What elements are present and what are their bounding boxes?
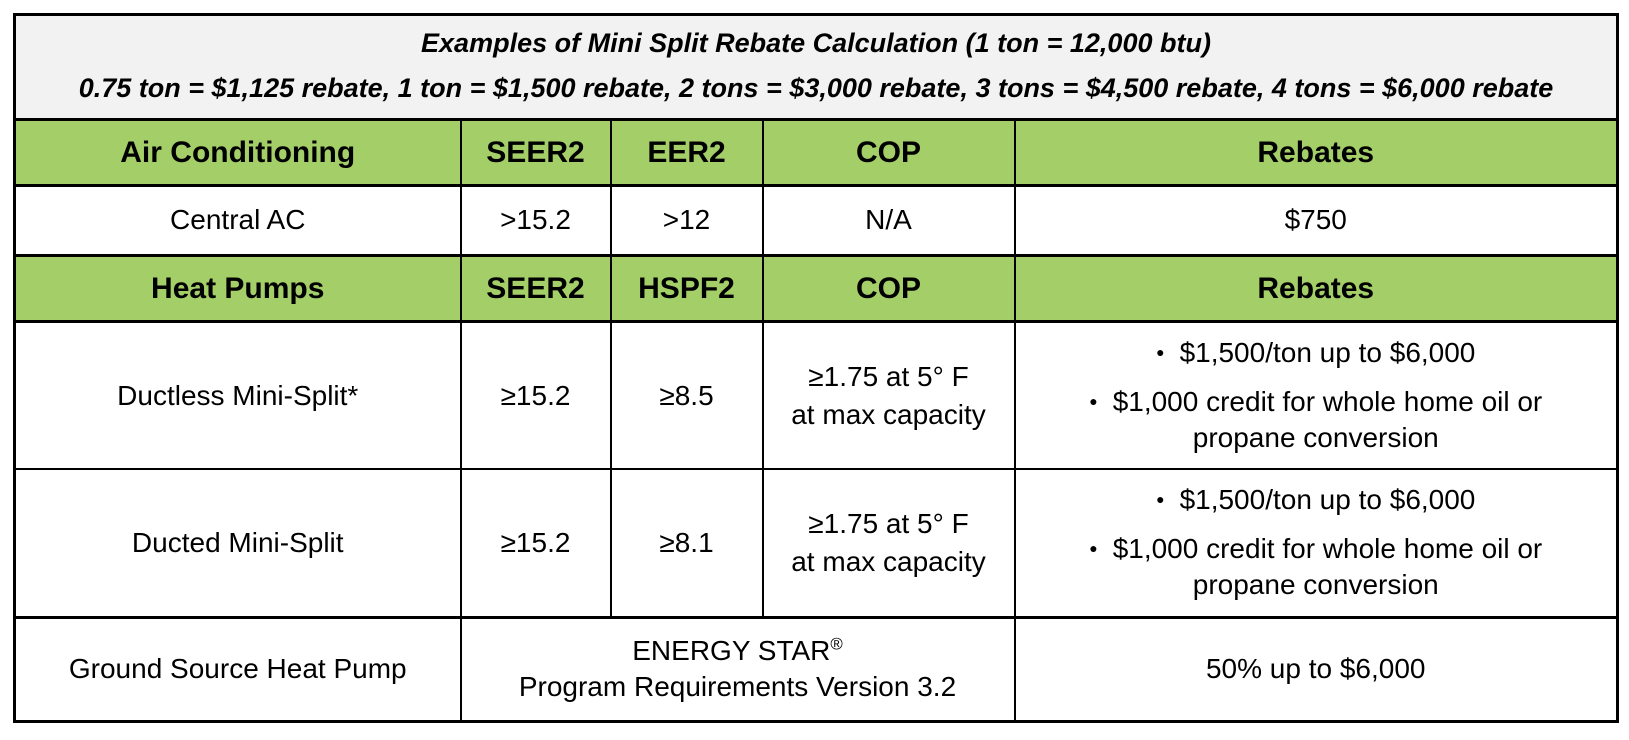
ducted-cop-line2: at max capacity bbox=[791, 545, 986, 577]
row-ducted-mini-split: Ducted Mini-Split ≥15.2 ≥8.1 ≥1.75 at 5°… bbox=[13, 468, 1619, 619]
central-ac-cop: N/A bbox=[761, 184, 1016, 257]
table-title: Examples of Mini Split Rebate Calculatio… bbox=[421, 28, 1211, 58]
header-hp-cop: COP bbox=[761, 254, 1016, 324]
ground-source-name: Ground Source Heat Pump bbox=[13, 615, 462, 723]
ducted-hspf2: ≥8.1 bbox=[609, 468, 764, 619]
ductless-cop-line1: ≥1.75 at 5° F bbox=[808, 360, 969, 392]
energy-star-line: ENERGY STAR® bbox=[462, 633, 1014, 669]
bullet-icon: ● bbox=[1089, 392, 1098, 409]
bullet-icon: ● bbox=[1156, 491, 1165, 508]
energy-star-brand: ENERGY STAR bbox=[632, 634, 831, 666]
table-title-row: Examples of Mini Split Rebate Calculatio… bbox=[13, 13, 1619, 122]
rebate-bullet-item: ● $1,000 credit for whole home oil or pro… bbox=[1038, 531, 1595, 604]
central-ac-eer2: >12 bbox=[609, 184, 764, 257]
program-requirements-line: Program Requirements Version 3.2 bbox=[518, 671, 957, 703]
rebate-examples-line: 0.75 ton = $1,125 rebate, 1 ton = $1,500… bbox=[78, 73, 1554, 104]
ductless-cop: ≥1.75 at 5° F at max capacity bbox=[761, 320, 1016, 471]
ducted-rebates: ● $1,500/ton up to $6,000 ● $1,000 credit … bbox=[1013, 468, 1619, 619]
ductless-rebate-bullet-2: $1,000 credit for whole home oil or prop… bbox=[1112, 385, 1543, 453]
ductless-hspf2: ≥8.5 bbox=[609, 320, 764, 471]
ductless-name: Ductless Mini-Split* bbox=[13, 320, 462, 471]
ducted-cop-line1: ≥1.75 at 5° F bbox=[808, 508, 969, 540]
ductless-seer2: ≥15.2 bbox=[459, 320, 612, 471]
header-heat-pumps: Heat Pumps bbox=[13, 254, 462, 324]
ductless-rebates: ● $1,500/ton up to $6,000 ● $1,000 credit … bbox=[1013, 320, 1619, 471]
rebate-bullet-item: ● $1,500/ton up to $6,000 bbox=[1038, 482, 1595, 518]
rebate-bullet-item: ● $1,500/ton up to $6,000 bbox=[1038, 335, 1595, 371]
header-ac-seer2: SEER2 bbox=[459, 118, 612, 188]
header-ac-eer2: EER2 bbox=[609, 118, 764, 188]
bullet-icon: ● bbox=[1089, 539, 1098, 556]
rebate-table: Examples of Mini Split Rebate Calculatio… bbox=[13, 13, 1619, 723]
ducted-cop: ≥1.75 at 5° F at max capacity bbox=[761, 468, 1016, 619]
central-ac-seer2: >15.2 bbox=[459, 184, 612, 257]
row-ground-source-heat-pump: Ground Source Heat Pump ENERGY STAR® Pro… bbox=[13, 615, 1619, 723]
header-air-conditioning: Air Conditioning bbox=[13, 118, 462, 188]
central-ac-rebate: $750 bbox=[1013, 184, 1619, 257]
page: Examples of Mini Split Rebate Calculatio… bbox=[13, 13, 1619, 723]
bullet-icon: ● bbox=[1156, 344, 1165, 361]
ducted-seer2: ≥15.2 bbox=[459, 468, 612, 619]
ground-source-requirement: ENERGY STAR® Program Requirements Versio… bbox=[459, 615, 1016, 723]
header-ac-rebates: Rebates bbox=[1013, 118, 1619, 188]
header-hp-rebates: Rebates bbox=[1013, 254, 1619, 324]
row-central-ac: Central AC >15.2 >12 N/A $750 bbox=[13, 184, 1619, 257]
header-hp-hspf2: HSPF2 bbox=[609, 254, 764, 324]
registered-mark: ® bbox=[830, 634, 843, 654]
ducted-name: Ducted Mini-Split bbox=[13, 468, 462, 619]
header-ac-cop: COP bbox=[761, 118, 1016, 188]
ducted-rebate-bullet-1: $1,500/ton up to $6,000 bbox=[1179, 484, 1476, 516]
ground-source-rebate: 50% up to $6,000 bbox=[1013, 615, 1619, 723]
ductless-rebate-bullet-1: $1,500/ton up to $6,000 bbox=[1179, 337, 1476, 369]
ductless-cop-line2: at max capacity bbox=[791, 398, 986, 430]
heat-pumps-header-row: Heat Pumps SEER2 HSPF2 COP Rebates bbox=[13, 254, 1619, 324]
ducted-rebate-bullet-2: $1,000 credit for whole home oil or prop… bbox=[1112, 532, 1543, 601]
rebate-bullet-item: ● $1,000 credit for whole home oil or pro… bbox=[1038, 384, 1595, 457]
header-hp-seer2: SEER2 bbox=[459, 254, 612, 324]
row-ductless-mini-split: Ductless Mini-Split* ≥15.2 ≥8.5 ≥1.75 at… bbox=[13, 320, 1619, 471]
air-conditioning-header-row: Air Conditioning SEER2 EER2 COP Rebates bbox=[13, 118, 1619, 188]
central-ac-name: Central AC bbox=[13, 184, 462, 257]
table-title-cell: Examples of Mini Split Rebate Calculatio… bbox=[13, 13, 1619, 122]
